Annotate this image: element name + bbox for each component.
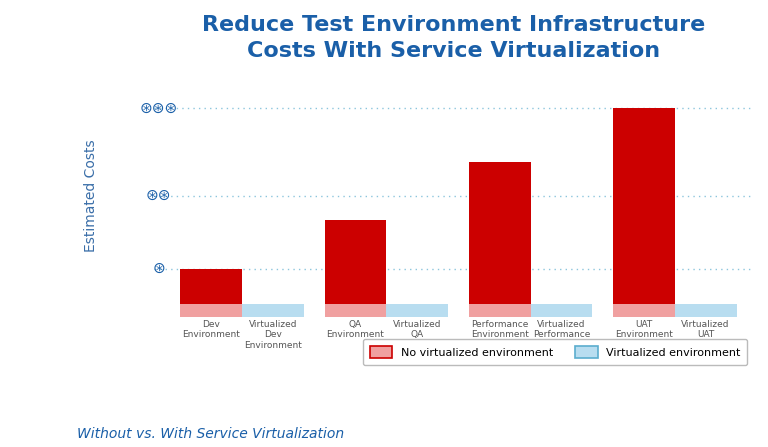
Text: Without vs. With Service Virtualization: Without vs. With Service Virtualization xyxy=(77,427,344,441)
Title: Reduce Test Environment Infrastructure
Costs With Service Virtualization: Reduce Test Environment Infrastructure C… xyxy=(202,15,705,61)
Text: ⊛⊛: ⊛⊛ xyxy=(146,188,171,203)
Y-axis label: Estimated Costs: Estimated Costs xyxy=(84,139,98,252)
Bar xyxy=(242,304,304,317)
Text: ⊛: ⊛ xyxy=(152,261,165,276)
Legend: No virtualized environment, Virtualized environment: No virtualized environment, Virtualized … xyxy=(363,339,747,365)
Bar xyxy=(242,304,304,317)
Bar xyxy=(468,304,531,317)
Bar xyxy=(675,304,737,317)
Bar xyxy=(386,304,449,317)
Bar xyxy=(180,269,242,317)
Bar xyxy=(531,304,592,317)
Text: ⊛⊛⊛: ⊛⊛⊛ xyxy=(139,101,177,116)
Bar xyxy=(386,304,449,317)
Bar xyxy=(468,161,531,317)
Bar xyxy=(325,220,386,317)
Bar xyxy=(325,304,386,317)
Bar xyxy=(613,108,675,317)
Bar xyxy=(180,304,242,317)
Bar xyxy=(531,304,592,317)
Bar xyxy=(675,304,737,317)
Bar xyxy=(613,304,675,317)
